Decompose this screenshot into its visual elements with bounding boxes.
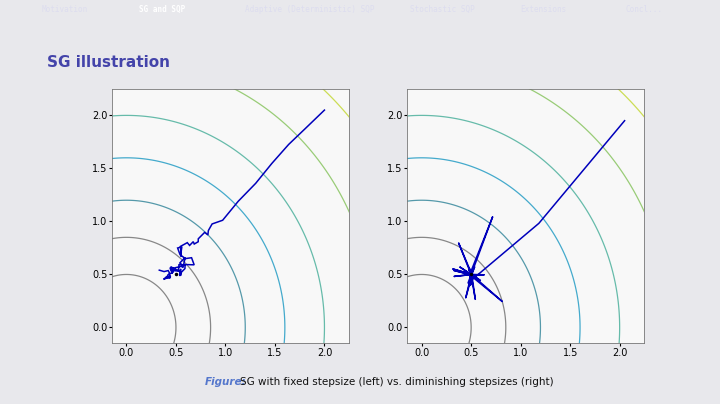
Text: Stochastic SQP: Stochastic SQP (410, 5, 475, 14)
Text: SG and SQP: SG and SQP (139, 5, 185, 14)
Text: SG with fixed stepsize (left) vs. diminishing stepsizes (right): SG with fixed stepsize (left) vs. dimini… (240, 377, 554, 387)
Text: Concl...: Concl... (626, 5, 663, 14)
Text: Motivation: Motivation (42, 5, 88, 14)
Text: Figure:: Figure: (205, 377, 247, 387)
Text: Adaptive (Deterministic) SQP: Adaptive (Deterministic) SQP (245, 5, 374, 14)
Text: SG illustration: SG illustration (47, 55, 170, 69)
Text: Extensions: Extensions (521, 5, 567, 14)
